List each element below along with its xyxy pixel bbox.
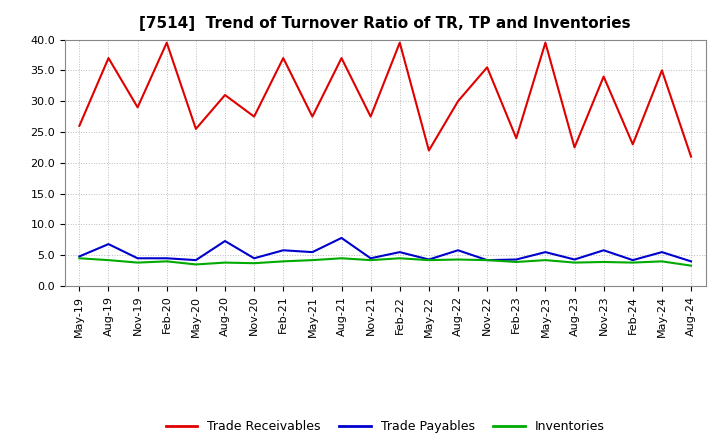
Trade Payables (629, 257, 637, 263)
Trade Payables (220, 238, 229, 244)
Inventories (657, 259, 666, 264)
Trade Payables (657, 249, 666, 255)
Trade Payables (279, 248, 287, 253)
Trade Payables (366, 256, 375, 261)
Trade Payables (425, 257, 433, 262)
Inventories (687, 263, 696, 268)
Trade Receivables (657, 68, 666, 73)
Trade Receivables (425, 148, 433, 153)
Trade Payables (133, 256, 142, 261)
Inventories (454, 257, 462, 262)
Trade Receivables (599, 74, 608, 79)
Trade Receivables (541, 40, 550, 45)
Trade Receivables (366, 114, 375, 119)
Trade Payables (395, 249, 404, 255)
Inventories (220, 260, 229, 265)
Trade Receivables (687, 154, 696, 159)
Inventories (366, 257, 375, 263)
Inventories (192, 262, 200, 267)
Trade Payables (337, 235, 346, 241)
Trade Payables (163, 256, 171, 261)
Legend: Trade Receivables, Trade Payables, Inventories: Trade Receivables, Trade Payables, Inven… (166, 420, 605, 433)
Inventories (629, 260, 637, 265)
Trade Receivables (104, 55, 113, 61)
Trade Payables (512, 257, 521, 262)
Trade Payables (483, 257, 492, 263)
Trade Payables (75, 254, 84, 259)
Trade Receivables (279, 55, 287, 61)
Trade Payables (192, 257, 200, 263)
Line: Trade Receivables: Trade Receivables (79, 43, 691, 157)
Trade Payables (454, 248, 462, 253)
Trade Receivables (250, 114, 258, 119)
Inventories (425, 257, 433, 263)
Trade Receivables (133, 105, 142, 110)
Trade Payables (687, 259, 696, 264)
Trade Payables (570, 257, 579, 262)
Inventories (541, 257, 550, 263)
Trade Receivables (75, 123, 84, 128)
Trade Receivables (337, 55, 346, 61)
Inventories (308, 257, 317, 263)
Title: [7514]  Trend of Turnover Ratio of TR, TP and Inventories: [7514] Trend of Turnover Ratio of TR, TP… (140, 16, 631, 32)
Trade Receivables (570, 145, 579, 150)
Inventories (104, 257, 113, 263)
Inventories (163, 259, 171, 264)
Inventories (75, 256, 84, 261)
Inventories (599, 259, 608, 264)
Line: Inventories: Inventories (79, 258, 691, 266)
Trade Receivables (192, 126, 200, 132)
Trade Receivables (454, 99, 462, 104)
Inventories (570, 260, 579, 265)
Trade Receivables (395, 40, 404, 45)
Inventories (337, 256, 346, 261)
Trade Receivables (163, 40, 171, 45)
Inventories (512, 259, 521, 264)
Trade Payables (250, 256, 258, 261)
Trade Payables (599, 248, 608, 253)
Trade Receivables (220, 92, 229, 98)
Trade Payables (308, 249, 317, 255)
Trade Payables (104, 242, 113, 247)
Inventories (279, 259, 287, 264)
Trade Payables (541, 249, 550, 255)
Trade Receivables (512, 136, 521, 141)
Trade Receivables (629, 142, 637, 147)
Line: Trade Payables: Trade Payables (79, 238, 691, 261)
Inventories (395, 256, 404, 261)
Inventories (133, 260, 142, 265)
Inventories (483, 257, 492, 263)
Inventories (250, 260, 258, 266)
Trade Receivables (308, 114, 317, 119)
Trade Receivables (483, 65, 492, 70)
